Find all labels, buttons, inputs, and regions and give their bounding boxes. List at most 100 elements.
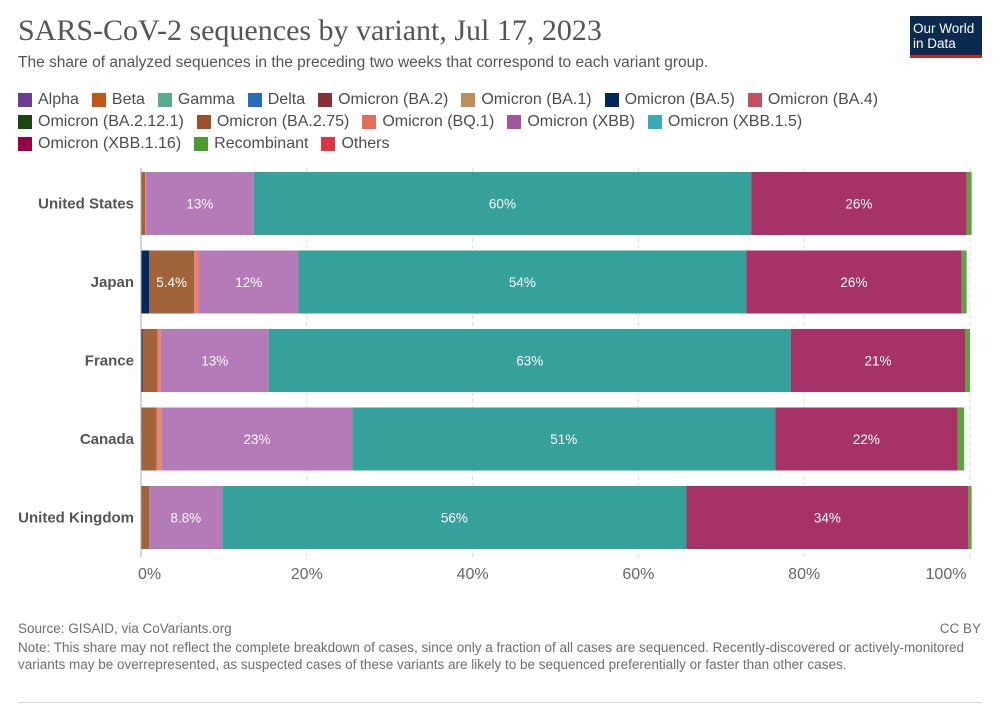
- legend-swatch: [18, 93, 32, 107]
- bar-segment: [751, 172, 967, 235]
- legend-item[interactable]: Omicron (XBB): [507, 111, 635, 133]
- legend-item[interactable]: Omicron (BA.1): [461, 89, 592, 111]
- x-tick-label: 80%: [788, 566, 820, 583]
- legend: Alpha Beta Gamma Delta Omicron (BA.2) Omicron…: [18, 89, 978, 155]
- bar-segment: [149, 250, 195, 314]
- legend-swatch: [18, 137, 32, 151]
- bar-segment: [790, 329, 966, 392]
- bar-segment: [298, 250, 747, 314]
- footnote: Note: This share may not reflect the com…: [18, 640, 964, 672]
- legend-label: Omicron (BQ.1): [382, 113, 495, 130]
- stacked-bar-chart: United States 13% 60% 26% Japan 5.4% 12% 54% 26%…: [18, 168, 972, 583]
- legend-label: Omicron (BA.5): [624, 91, 735, 108]
- data-label: 8.8%: [170, 511, 201, 526]
- chart-title: SARS-CoV-2 sequences by variant, Jul 17,…: [18, 14, 602, 47]
- x-tick-label: 20%: [291, 566, 323, 583]
- legend-swatch: [747, 93, 762, 107]
- legend-item[interactable]: Recombinant: [194, 133, 308, 155]
- source-note: Source: GISAID, via CoVariants.org: [18, 621, 232, 636]
- legend-swatch: [461, 93, 476, 107]
- data-label: 23%: [244, 432, 271, 447]
- legend-item[interactable]: Omicron (BA.2.12.1): [18, 111, 184, 133]
- legend-label: Omicron (XBB): [527, 113, 635, 130]
- x-tick-label: 60%: [622, 566, 654, 583]
- bar-segment: [157, 329, 161, 392]
- data-label: 51%: [550, 432, 577, 447]
- legend-item[interactable]: Alpha: [18, 89, 79, 111]
- x-tick-label: 0%: [138, 566, 161, 583]
- legend-label: Omicron (BA.1): [481, 91, 592, 108]
- bar-segment: [746, 250, 962, 314]
- legend-item[interactable]: Omicron (BA.2): [318, 89, 448, 111]
- data-label: 21%: [864, 354, 891, 369]
- legend-label: Omicron (BA.2.12.1): [38, 113, 184, 130]
- legend-swatch: [318, 93, 333, 107]
- data-label: 63%: [516, 354, 543, 369]
- category-label: France: [85, 353, 134, 370]
- data-label: 12%: [235, 275, 262, 290]
- legend-label: Beta: [111, 91, 145, 108]
- legend-label: Gamma: [177, 91, 235, 108]
- bar-segment: [141, 172, 146, 235]
- bar-segment: [961, 250, 967, 314]
- category-label: Japan: [91, 274, 134, 291]
- legend-item[interactable]: Omicron (BA.4): [747, 89, 879, 111]
- bar-segment: [145, 172, 254, 235]
- bar-segment: [965, 329, 970, 392]
- logo-accent-bar: [910, 55, 982, 58]
- bar-segment: [141, 486, 150, 549]
- legend-label: Omicron (XBB.1.16): [38, 135, 182, 152]
- bottom-divider: [18, 702, 982, 703]
- bar-segment: [161, 407, 353, 471]
- bar-segment: [145, 172, 146, 235]
- legend-item[interactable]: Omicron (BQ.1): [362, 111, 494, 133]
- owid-logo[interactable]: Our World in Data: [910, 16, 982, 58]
- legend-swatch: [18, 115, 32, 129]
- x-tick-label: 100%: [926, 566, 967, 583]
- data-label: 13%: [201, 354, 228, 369]
- data-label: 26%: [845, 197, 872, 212]
- legend-label: Others: [341, 135, 390, 152]
- data-label: 26%: [840, 275, 867, 290]
- legend-label: Omicron (XBB.1.5): [667, 113, 803, 130]
- data-label: 5.4%: [156, 275, 187, 290]
- bar-segment: [194, 250, 200, 314]
- legend-label: Delta: [267, 91, 306, 108]
- license-link[interactable]: CC BY: [939, 621, 981, 636]
- bar-segment: [686, 486, 969, 549]
- legend-swatch: [321, 137, 336, 151]
- legend-swatch: [194, 137, 209, 151]
- bar-segment: [957, 407, 965, 471]
- legend-swatch: [196, 115, 211, 129]
- bar-segment: [141, 407, 157, 471]
- legend-swatch: [604, 93, 619, 107]
- legend-item[interactable]: Omicron (BA.2.75): [196, 111, 350, 133]
- legend-label: Omicron (BA.4): [767, 91, 879, 108]
- legend-item[interactable]: Delta: [247, 89, 306, 111]
- category-label: Canada: [80, 431, 135, 448]
- bar-segment: [160, 329, 269, 392]
- legend-swatch: [157, 93, 172, 107]
- legend-label: Omicron (BA.2.75): [216, 113, 350, 130]
- bar-segment: [149, 486, 223, 549]
- legend-item[interactable]: Omicron (XBB.1.16): [18, 133, 181, 155]
- bar-segment: [141, 250, 150, 314]
- data-label: 54%: [509, 275, 536, 290]
- legend-swatch: [507, 115, 522, 129]
- legend-swatch: [362, 115, 377, 129]
- bar-segment: [141, 329, 143, 392]
- legend-item[interactable]: Gamma: [157, 89, 235, 111]
- legend-label: Recombinant: [214, 135, 309, 152]
- bar-segment: [352, 407, 776, 471]
- bar-segment: [966, 172, 972, 235]
- bar-segment: [222, 486, 687, 549]
- chart-subtitle: The share of analyzed sequences in the p…: [18, 54, 709, 71]
- category-label: United Kingdom: [18, 510, 134, 527]
- logo-line-1: Our World: [913, 21, 975, 36]
- legend-item[interactable]: Others: [321, 133, 389, 155]
- bar-segment: [253, 172, 752, 235]
- legend-item[interactable]: Beta: [91, 89, 145, 111]
- x-tick-label: 40%: [457, 566, 489, 583]
- legend-item[interactable]: Omicron (BA.5): [604, 89, 735, 111]
- legend-item[interactable]: Omicron (XBB.1.5): [647, 111, 803, 133]
